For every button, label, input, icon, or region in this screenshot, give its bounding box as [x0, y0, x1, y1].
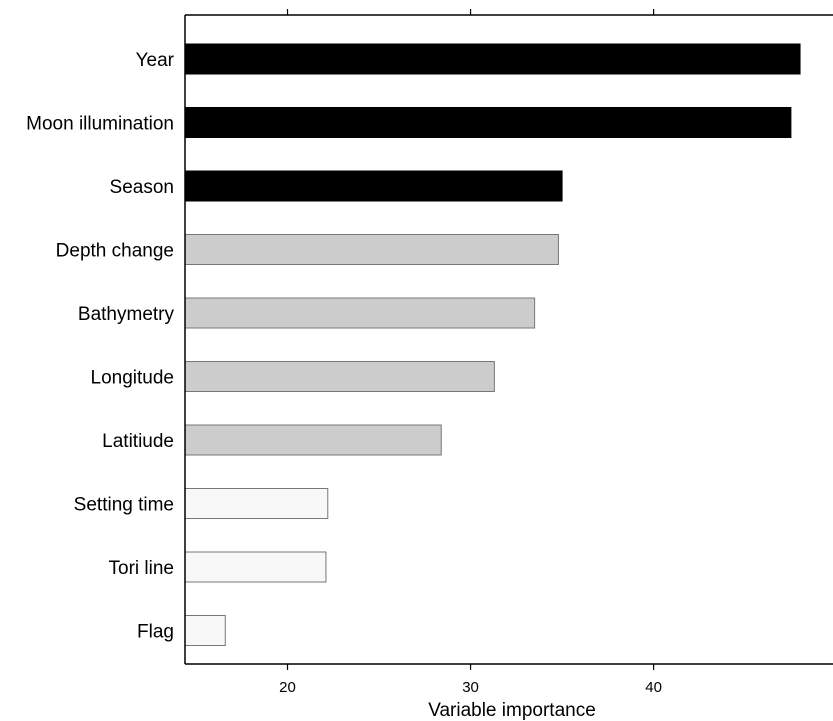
- x-axis-title: Variable importance: [428, 700, 596, 721]
- ticks-group: 20 30 40: [279, 9, 662, 696]
- bar-bathymetry: [184, 297, 536, 329]
- bar-tori-line: [184, 551, 327, 583]
- category-label-longitude: Longitude: [91, 368, 174, 389]
- x-tick-label-20: 20: [279, 679, 296, 696]
- axes-group: [184, 14, 833, 665]
- bar-season: [184, 170, 563, 202]
- category-label-year: Year: [136, 50, 175, 71]
- category-label-setting-time: Setting time: [74, 495, 174, 516]
- category-labels: Year Moon illumination Season Depth change B…: [26, 50, 175, 643]
- category-label-bathymetry: Bathymetry: [78, 304, 175, 325]
- category-label-depth-change: Depth change: [56, 241, 174, 262]
- category-label-flag: Flag: [137, 622, 174, 643]
- bar-depth-change: [184, 234, 559, 265]
- category-label-season: Season: [110, 177, 174, 198]
- bars-group: [184, 43, 801, 646]
- bar-latitiude: [184, 424, 442, 456]
- x-tick-label-40: 40: [645, 679, 662, 696]
- category-label-latitiude: Latitiude: [102, 431, 174, 452]
- category-label-tori-line: Tori line: [109, 558, 174, 579]
- bar-year: [184, 43, 801, 75]
- bar-moon-illumination: [184, 107, 792, 138]
- bar-setting-time: [184, 488, 329, 519]
- bar-flag: [184, 615, 226, 646]
- category-label-moon-illumination: Moon illumination: [26, 114, 174, 135]
- bar-longitude: [184, 361, 495, 392]
- x-tick-label-30: 30: [462, 679, 479, 696]
